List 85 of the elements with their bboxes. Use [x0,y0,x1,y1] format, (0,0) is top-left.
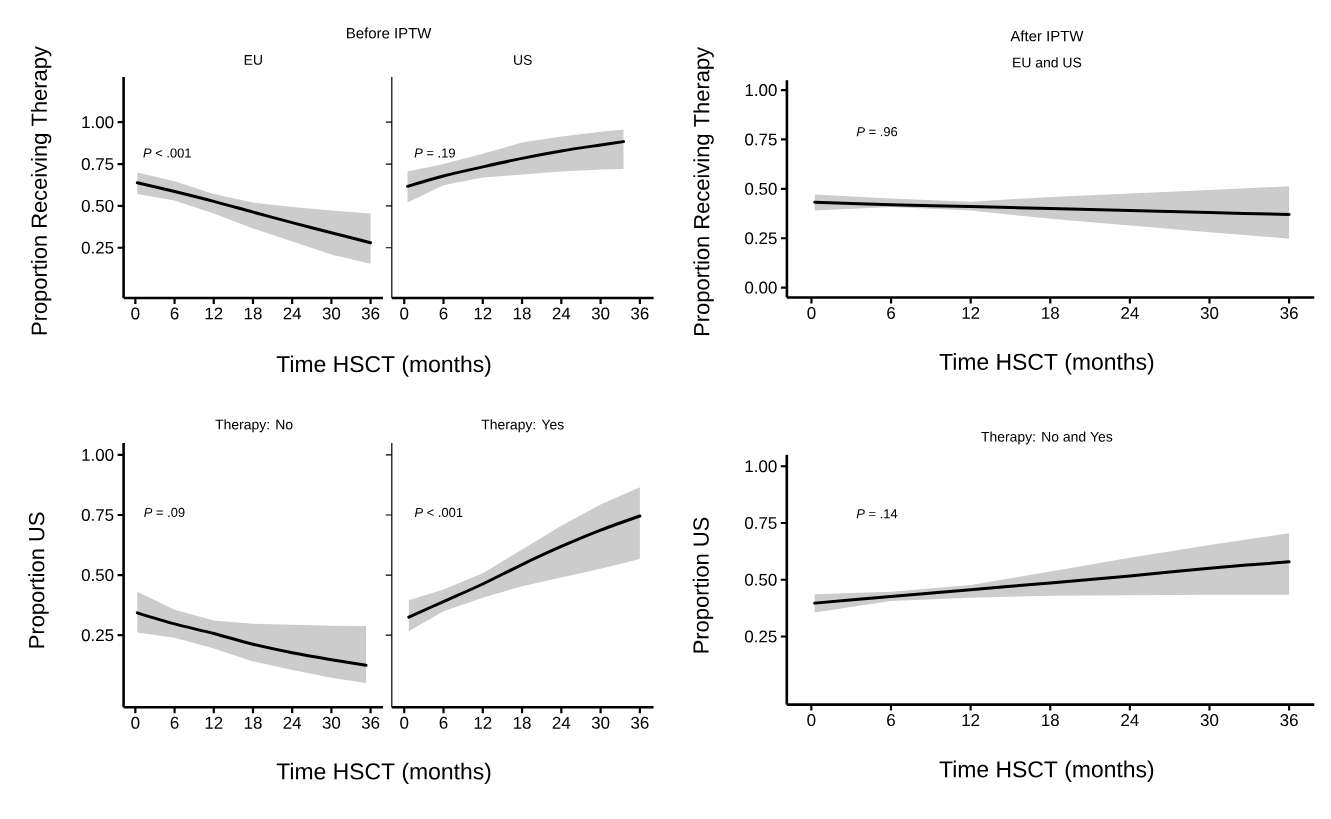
chart-subtitle: Therapy: No and Yes [981,431,1113,445]
x-tick-label: 12 [474,716,492,729]
x-tick-label: 24 [283,307,302,320]
x-tick-label: 18 [244,307,262,320]
x-axis-title: Time HSCT (months) [276,355,491,377]
x-tick-label: 24 [1121,307,1139,319]
x-tick-label: 30 [322,716,341,729]
x-tick-label: 0 [131,716,140,729]
chart-subtitle: Therapy: Yes [481,419,564,433]
annotation: P = .09 [144,507,185,518]
x-axis-title: Time HSCT (months) [276,762,491,785]
y-tick-label: 0.50 [745,182,777,195]
chart-subtitle: EU [244,55,262,65]
y-tick-label: 1.00 [82,116,114,129]
y-axis-title: Proportion Receiving Therapy [30,46,52,335]
y-tick-label: 0.25 [81,629,114,642]
line-series [135,181,373,245]
x-tick-label: 18 [244,716,262,729]
chart-title: Before IPTW [347,27,432,39]
y-tick-label: 0.75 [81,158,114,171]
x-tick-label: 36 [1280,714,1298,727]
x-tick-label: 30 [322,307,341,320]
x-tick-label: 36 [1280,307,1298,320]
line-series [135,611,368,667]
x-axis-title: Time HSCT (months) [939,760,1154,782]
x-tick-label: 30 [591,716,610,729]
x-tick-label: 36 [631,307,649,320]
y-tick-label: 0.75 [744,517,777,529]
x-tick-label: 36 [361,307,380,320]
y-tick-label: 1.00 [745,84,777,97]
x-tick-label: 0 [807,714,816,727]
x-tick-label: 18 [1042,714,1059,727]
y-tick-label: 0.25 [744,630,777,643]
x-tick-label: 18 [1042,307,1059,320]
annotation: P < .001 [143,148,191,158]
annotation: P = .19 [414,148,455,158]
x-tick-label: 36 [361,716,380,729]
y-tick-label: 0.50 [81,569,114,582]
y-tick-label: 1.00 [745,460,777,473]
x-tick-label: 6 [887,307,896,320]
x-tick-label: 6 [170,716,179,729]
x-tick-label: 12 [205,307,223,320]
chart-subtitle: EU and US [1013,57,1082,68]
y-axis-title: Proportion Receiving Therapy [693,47,714,336]
x-tick-label: 0 [400,307,409,320]
annotation: P = .96 [856,127,898,137]
y-axis-title: Proportion US [28,512,49,648]
x-tick-label: 6 [887,714,895,727]
x-tick-label: 6 [170,307,179,320]
x-tick-label: 36 [631,716,649,729]
x-tick-label: 12 [962,307,980,319]
x-tick-label: 0 [131,307,140,320]
x-tick-label: 0 [400,716,409,729]
x-tick-label: 12 [962,714,980,726]
x-tick-label: 24 [1121,714,1139,726]
y-tick-label: 1.00 [82,448,114,461]
x-tick-label: 6 [439,307,448,320]
x-tick-label: 12 [205,716,223,729]
y-tick-label: 0.75 [745,133,777,146]
x-tick-label: 30 [1200,714,1219,727]
x-tick-label: 0 [807,307,816,320]
y-tick-label: 0.25 [81,241,114,254]
chart-title: After IPTW [1010,30,1084,42]
y-tick-label: 0.50 [744,573,777,586]
x-tick-label: 24 [552,716,571,729]
x-tick-label: 30 [591,307,610,320]
x-tick-label: 30 [1200,307,1219,320]
x-tick-label: 24 [283,716,302,729]
x-tick-label: 18 [513,307,531,320]
x-tick-label: 6 [439,716,448,729]
line-series [813,200,1291,217]
x-tick-label: 18 [513,716,531,729]
line-series [813,560,1291,605]
x-axis-title: Time HSCT (months) [939,353,1154,375]
annotation: P = .14 [856,509,898,519]
chart-subtitle: US [514,55,532,65]
x-tick-label: 12 [474,307,492,320]
y-tick-label: 0.75 [81,509,114,522]
y-axis-title: Proportion US [692,517,714,653]
y-tick-label: 0.00 [745,281,777,294]
y-tick-label: 0.25 [745,232,777,245]
y-tick-label: 0.50 [81,199,114,212]
chart-subtitle: Therapy: No [215,419,293,433]
x-tick-label: 24 [552,307,571,320]
annotation: P < .001 [414,507,463,518]
